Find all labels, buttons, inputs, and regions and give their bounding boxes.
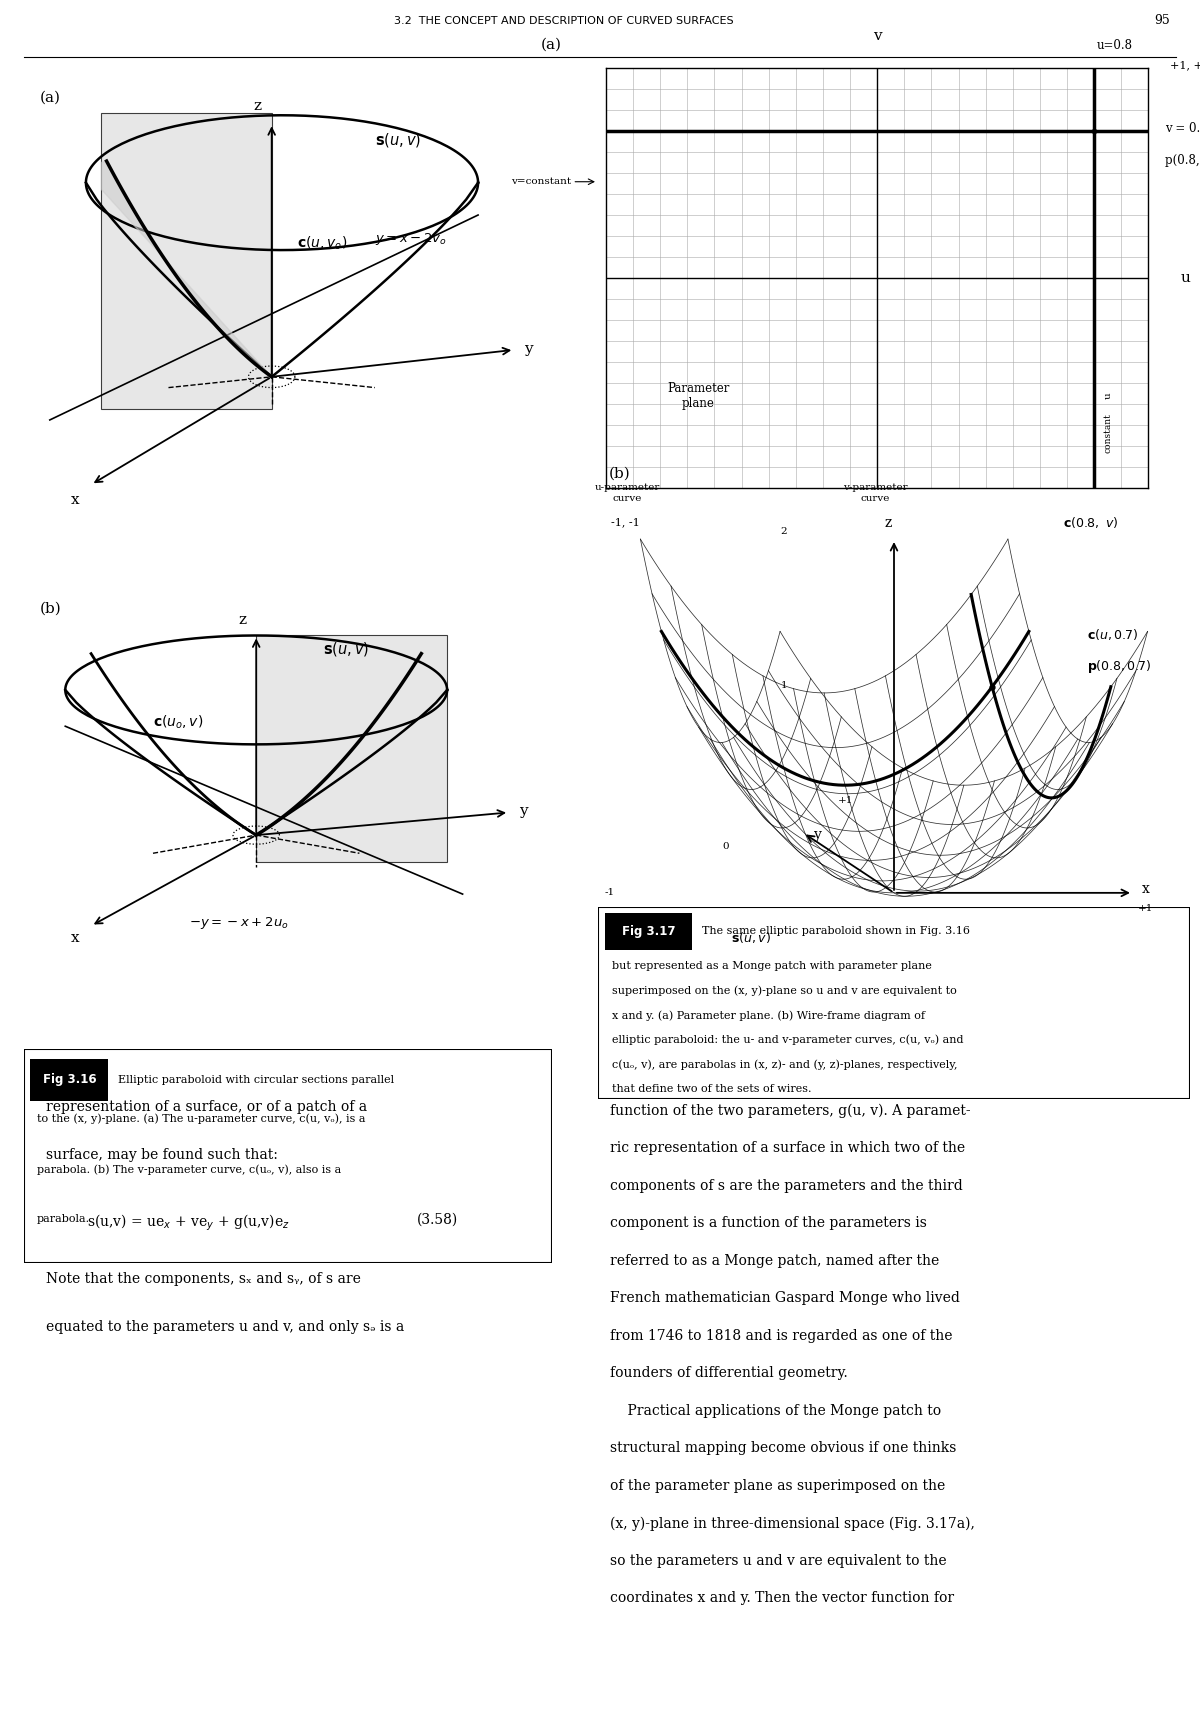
Text: component is a function of the parameters is: component is a function of the parameter…: [610, 1216, 926, 1231]
Text: referred to as a Monge patch, named after the: referred to as a Monge patch, named afte…: [610, 1253, 938, 1267]
Text: Note that the components, sₓ and sᵧ, of s are: Note that the components, sₓ and sᵧ, of …: [46, 1272, 360, 1286]
Text: x: x: [71, 493, 79, 507]
Text: $\mathbf{c}(0.8,\ v)$: $\mathbf{c}(0.8,\ v)$: [1063, 515, 1118, 529]
Text: but represented as a Monge patch with parameter plane: but represented as a Monge patch with pa…: [612, 960, 932, 971]
Text: z: z: [238, 613, 246, 627]
Text: surface, may be found such that:: surface, may be found such that:: [46, 1149, 277, 1162]
Text: x and y. (a) Parameter plane. (b) Wire-frame diagram of: x and y. (a) Parameter plane. (b) Wire-f…: [612, 1010, 925, 1020]
Text: v=constant: v=constant: [511, 178, 571, 187]
Text: function of the two parameters, g(u, v). A paramet-: function of the two parameters, g(u, v).…: [610, 1104, 971, 1118]
Text: +1: +1: [1138, 904, 1153, 912]
Text: (3.58): (3.58): [418, 1212, 458, 1228]
Text: v: v: [872, 29, 882, 43]
Text: (a): (a): [40, 91, 60, 104]
Text: (x, y)-plane in three-dimensional space (Fig. 3.17a),: (x, y)-plane in three-dimensional space …: [610, 1517, 974, 1531]
Text: components of s are the parameters and the third: components of s are the parameters and t…: [610, 1178, 962, 1193]
Bar: [30, 1060, 108, 1101]
Text: so the parameters u and v are equivalent to the: so the parameters u and v are equivalent…: [610, 1554, 947, 1568]
Text: +1, +1: +1, +1: [1170, 60, 1200, 70]
Text: equated to the parameters u and v, and only sₔ is a: equated to the parameters u and v, and o…: [46, 1320, 404, 1334]
Text: structural mapping become obvious if one thinks: structural mapping become obvious if one…: [610, 1442, 956, 1455]
Text: y: y: [520, 803, 528, 818]
Text: ric representation of a surface in which two of the: ric representation of a surface in which…: [610, 1142, 965, 1156]
Text: p(0.8, 0.7): p(0.8, 0.7): [1165, 154, 1200, 168]
Text: x: x: [71, 931, 79, 945]
Text: parabola. (b) The v-parameter curve, c(uₒ, v), also is a: parabola. (b) The v-parameter curve, c(u…: [37, 1164, 342, 1174]
Text: 2: 2: [781, 527, 787, 536]
Polygon shape: [257, 635, 448, 863]
Text: founders of differential geometry.: founders of differential geometry.: [610, 1366, 847, 1380]
Text: to the (x, y)-plane. (a) The u-parameter curve, c(u, vₒ), is a: to the (x, y)-plane. (a) The u-parameter…: [37, 1115, 366, 1125]
Text: $y = x - 2v_o$: $y = x - 2v_o$: [374, 231, 446, 247]
Text: The same elliptic paraboloid shown in Fig. 3.16: The same elliptic paraboloid shown in Fi…: [696, 926, 971, 936]
Text: 3.2  THE CONCEPT AND DESCRIPTION OF CURVED SURFACES: 3.2 THE CONCEPT AND DESCRIPTION OF CURVE…: [394, 15, 734, 26]
Text: z: z: [253, 99, 262, 113]
Text: (a): (a): [541, 38, 562, 51]
Text: $\mathbf{c}(u, 0.7)$: $\mathbf{c}(u, 0.7)$: [1087, 627, 1139, 642]
Text: -1: -1: [605, 889, 614, 897]
Text: u=0.8: u=0.8: [1097, 39, 1133, 51]
Text: superimposed on the (x, y)-plane so u and v are equivalent to: superimposed on the (x, y)-plane so u an…: [612, 986, 958, 996]
Text: y: y: [524, 341, 533, 356]
Text: $\mathbf{s}(u, v)$: $\mathbf{s}(u, v)$: [323, 640, 370, 657]
Text: $\mathbf{c}(u, v_o)$: $\mathbf{c}(u, v_o)$: [298, 235, 348, 252]
Text: that define two of the sets of wires.: that define two of the sets of wires.: [612, 1084, 812, 1094]
Text: 0: 0: [722, 842, 728, 851]
Bar: [605, 912, 692, 950]
Text: Fig 3.16: Fig 3.16: [42, 1073, 96, 1087]
Text: Parameter
plane: Parameter plane: [667, 382, 730, 409]
Text: constant: constant: [1103, 414, 1112, 454]
Text: Practical applications of the Monge patch to: Practical applications of the Monge patc…: [610, 1404, 941, 1418]
Text: $\mathbf{s}(u, v)$: $\mathbf{s}(u, v)$: [374, 132, 421, 149]
Text: Fig 3.17: Fig 3.17: [622, 924, 676, 938]
Text: $\mathbf{p}(0.8, 0.7)$: $\mathbf{p}(0.8, 0.7)$: [1087, 657, 1151, 675]
Text: x: x: [1142, 882, 1150, 895]
Text: French mathematician Gaspard Monge who lived: French mathematician Gaspard Monge who l…: [610, 1291, 960, 1305]
Text: u: u: [1181, 270, 1190, 286]
Text: s(u,v) = ue$_x$ + ve$_y$ + g(u,v)e$_z$: s(u,v) = ue$_x$ + ve$_y$ + g(u,v)e$_z$: [86, 1212, 289, 1233]
Text: $\mathbf{s}(u, v)$: $\mathbf{s}(u, v)$: [731, 930, 770, 945]
Text: Elliptic paraboloid with circular sections parallel: Elliptic paraboloid with circular sectio…: [112, 1075, 395, 1085]
Text: (b): (b): [610, 467, 631, 481]
Text: y: y: [815, 829, 822, 842]
Text: $\mathbf{c}(u_o, v)$: $\mathbf{c}(u_o, v)$: [154, 714, 203, 731]
Polygon shape: [101, 161, 271, 377]
Text: u: u: [1103, 392, 1112, 399]
Text: from 1746 to 1818 and is regarded as one of the: from 1746 to 1818 and is regarded as one…: [610, 1329, 952, 1342]
Text: of the parameter plane as superimposed on the: of the parameter plane as superimposed o…: [610, 1479, 944, 1493]
Text: v = 0.7: v = 0.7: [1165, 122, 1200, 135]
Text: coordinates x and y. Then the vector function for: coordinates x and y. Then the vector fun…: [610, 1592, 954, 1606]
Text: c(uₒ, v), are parabolas in (x, z)- and (y, z)-planes, respectively,: c(uₒ, v), are parabolas in (x, z)- and (…: [612, 1060, 958, 1070]
Text: $-y = -x + 2u_o$: $-y = -x + 2u_o$: [190, 914, 289, 931]
Text: +1: +1: [839, 796, 853, 805]
Polygon shape: [101, 113, 271, 409]
Text: (b): (b): [40, 603, 61, 616]
Text: u-parameter
curve: u-parameter curve: [595, 483, 660, 503]
Text: 95: 95: [1154, 14, 1170, 27]
Text: elliptic paraboloid: the u- and v-parameter curves, c(u, vₒ) and: elliptic paraboloid: the u- and v-parame…: [612, 1034, 964, 1046]
Text: representation of a surface, or of a patch of a: representation of a surface, or of a pat…: [46, 1099, 367, 1115]
Text: 1: 1: [781, 681, 787, 690]
Text: z: z: [884, 515, 892, 529]
Text: v-parameter
curve: v-parameter curve: [844, 483, 908, 503]
Text: parabola.: parabola.: [37, 1214, 90, 1224]
Text: -1, -1: -1, -1: [612, 517, 640, 527]
